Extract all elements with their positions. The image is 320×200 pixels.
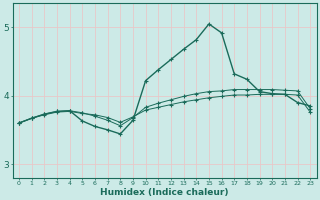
X-axis label: Humidex (Indice chaleur): Humidex (Indice chaleur) — [100, 188, 229, 197]
